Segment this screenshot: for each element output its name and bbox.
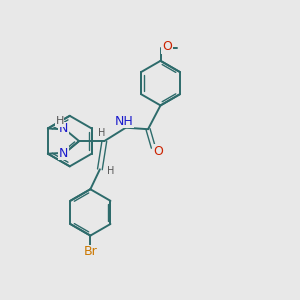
Text: H: H bbox=[98, 128, 105, 138]
Text: O: O bbox=[162, 40, 172, 53]
Text: Br: Br bbox=[83, 245, 97, 258]
Text: N: N bbox=[59, 122, 68, 135]
Text: O: O bbox=[153, 145, 163, 158]
Text: NH: NH bbox=[115, 115, 134, 128]
Text: N: N bbox=[59, 147, 68, 160]
Text: H: H bbox=[56, 116, 64, 126]
Text: H: H bbox=[107, 166, 115, 176]
